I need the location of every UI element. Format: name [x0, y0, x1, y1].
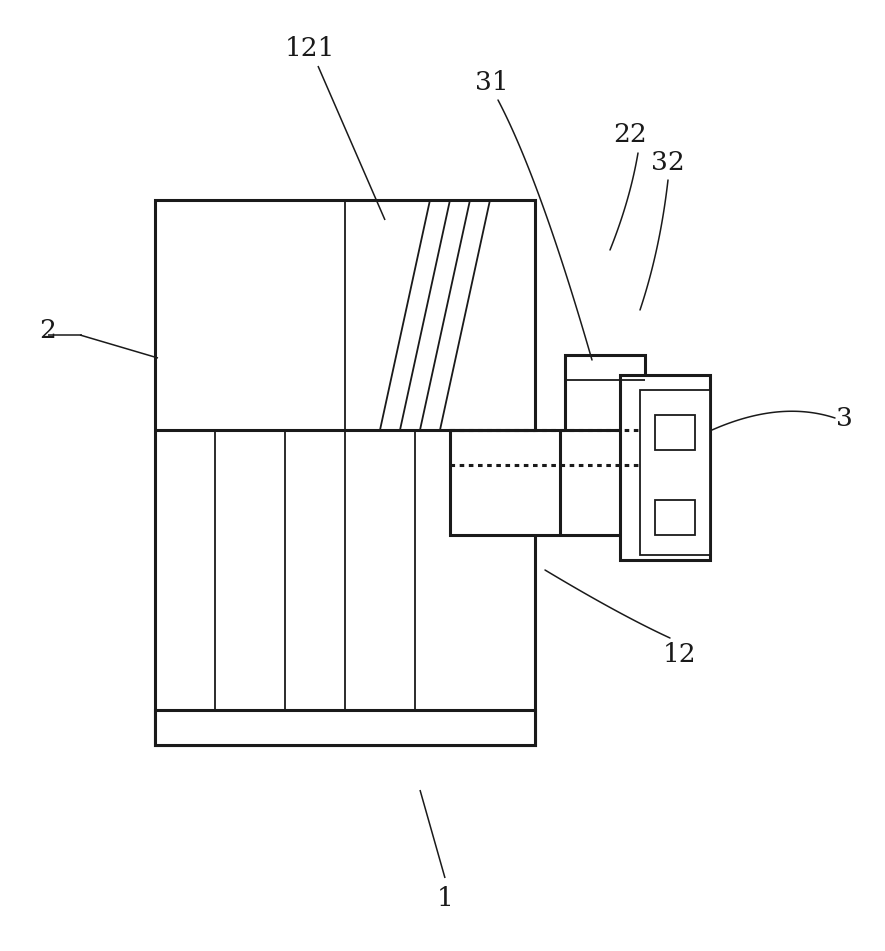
Text: 2: 2 [40, 318, 57, 342]
Bar [565, 355, 645, 435]
Bar [620, 375, 710, 560]
Text: 31: 31 [475, 69, 509, 94]
Bar [640, 390, 710, 555]
Bar [450, 430, 640, 535]
Text: 121: 121 [285, 35, 335, 61]
Text: 1: 1 [436, 885, 453, 910]
Text: 22: 22 [613, 123, 647, 147]
Bar [655, 500, 695, 535]
Text: 32: 32 [651, 149, 685, 174]
Text: 12: 12 [663, 643, 696, 668]
Text: 3: 3 [835, 405, 852, 431]
Bar [155, 710, 535, 745]
Bar [655, 415, 695, 450]
Bar [155, 200, 535, 745]
